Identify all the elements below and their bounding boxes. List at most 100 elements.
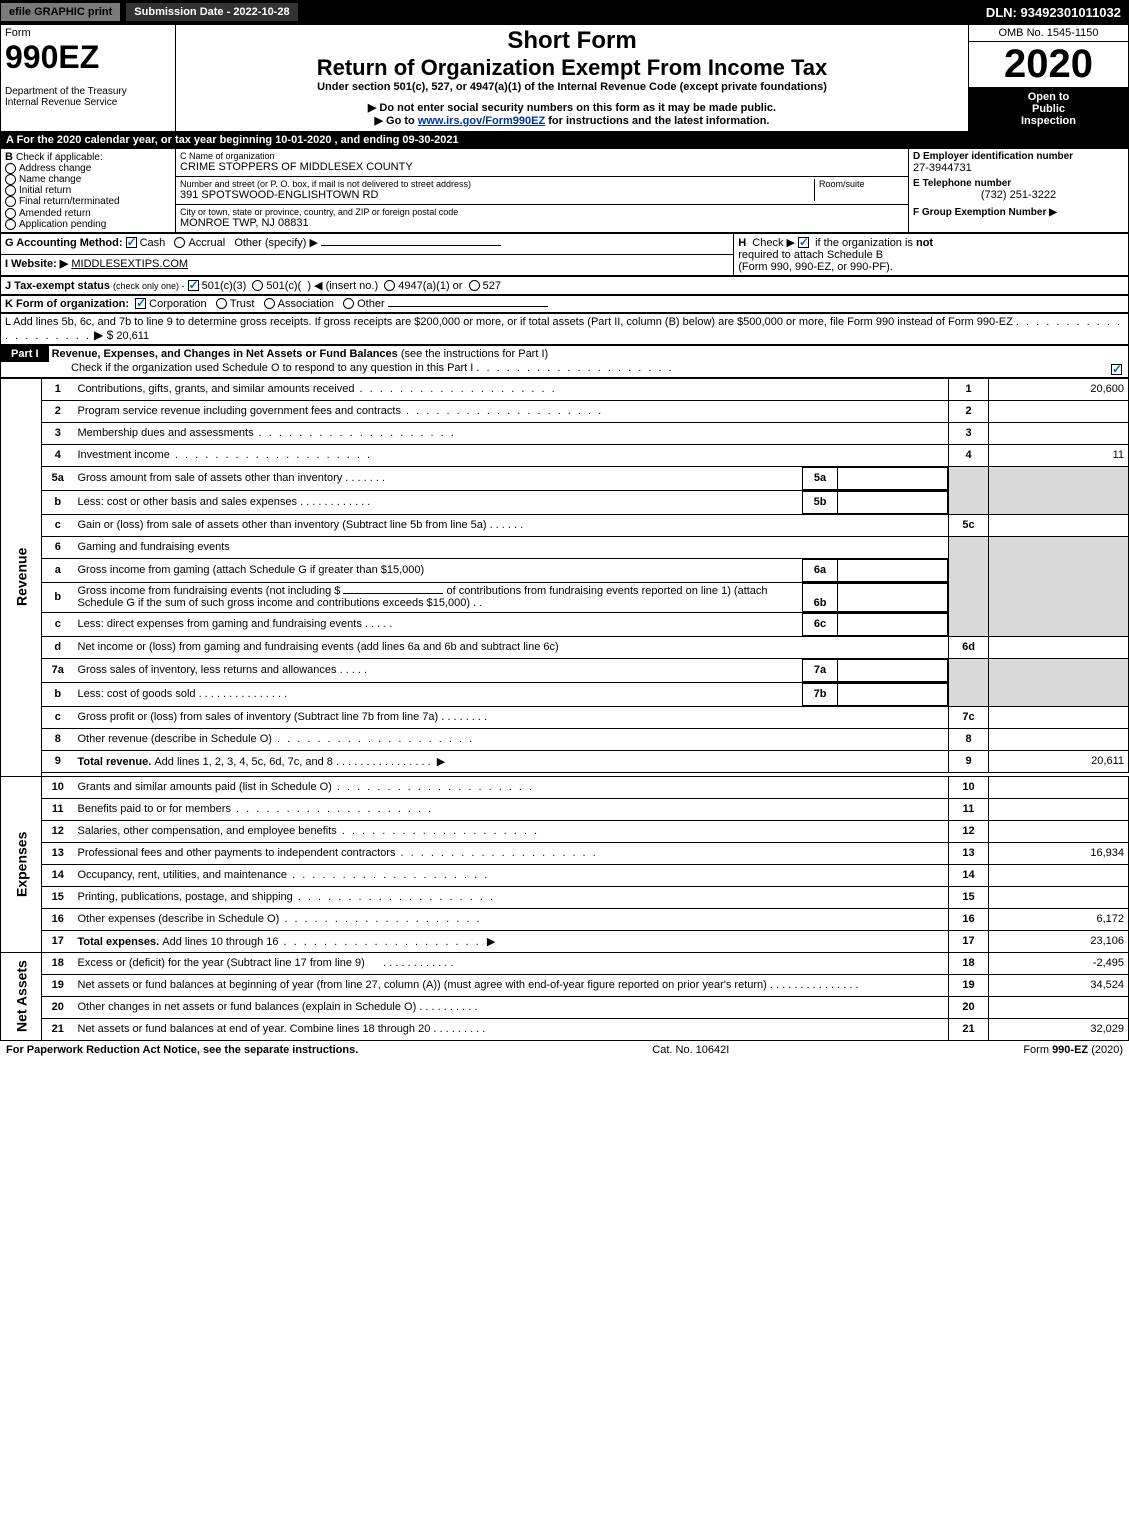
part1-title: Revenue, Expenses, and Changes in Net As… — [52, 348, 398, 360]
chk-initial-return[interactable] — [5, 185, 16, 196]
l-block: L Add lines 5b, 6c, and 7b to line 9 to … — [0, 313, 1129, 345]
l6d-n: d — [42, 636, 74, 658]
h-text2: if the organization is — [815, 237, 916, 249]
l9-d: Total revenue. — [78, 756, 155, 768]
line-a: A For the 2020 calendar year, or tax yea… — [0, 132, 1129, 148]
l6c-sub: 6c — [803, 613, 838, 635]
irs-link[interactable]: www.irs.gov/Form990EZ — [418, 115, 545, 127]
f-label: F Group Exemption Number ▶ — [913, 207, 1124, 218]
box-b-sub: Check if applicable: — [16, 152, 103, 163]
j-501c-pre: 501(c)( — [266, 280, 301, 292]
chk-cash[interactable] — [126, 237, 137, 248]
l4-ref: 4 — [949, 444, 989, 466]
l5b-v — [838, 491, 948, 513]
l1-ref: 1 — [949, 378, 989, 400]
chk-schedule-o[interactable] — [1111, 364, 1122, 375]
k-label: K Form of organization: — [5, 298, 129, 310]
chk-address-change[interactable] — [5, 163, 16, 174]
l11-ref: 11 — [949, 798, 989, 820]
chk-schedule-b[interactable] — [798, 237, 809, 248]
l16-dots — [279, 913, 481, 925]
l10-dots — [332, 781, 534, 793]
l8-n: 8 — [42, 728, 74, 750]
l5b-n: b — [42, 490, 74, 514]
l16-v: 6,172 — [989, 908, 1129, 930]
chk-trust[interactable] — [216, 298, 227, 309]
g-other-input[interactable] — [321, 245, 501, 246]
l1-dots — [354, 383, 556, 395]
l3-n: 3 — [42, 422, 74, 444]
l6b-d1: Gross income from fundraising events (no… — [78, 585, 341, 597]
chk-final-return[interactable] — [5, 196, 16, 207]
l2-ref: 2 — [949, 400, 989, 422]
l-value: 20,611 — [116, 330, 149, 342]
chk-corp[interactable] — [135, 298, 146, 309]
k-other-input[interactable] — [388, 306, 548, 307]
submission-date: Submission Date - 2022-10-28 — [125, 2, 298, 22]
j-label: J Tax-exempt status — [5, 280, 110, 292]
efile-button[interactable]: efile GRAPHIC print — [0, 2, 121, 22]
l21-n: 21 — [42, 1018, 74, 1040]
j-block: J Tax-exempt status (check only one) - 5… — [0, 276, 1129, 295]
chk-501c[interactable] — [252, 280, 263, 291]
l17-d: Total expenses. — [78, 936, 163, 948]
netassets-label: Net Assets — [1, 952, 42, 1040]
website[interactable]: MIDDLESEXTIPS.COM — [71, 258, 188, 270]
part1-check-line: Check if the organization used Schedule … — [1, 362, 473, 374]
chk-amended[interactable] — [5, 208, 16, 219]
l5-shade-ref — [949, 466, 989, 514]
l7b-sub: 7b — [803, 683, 838, 705]
l5a-n: 5a — [42, 466, 74, 490]
footer-right-pre: Form — [1023, 1044, 1052, 1056]
chk-app-pending[interactable] — [5, 219, 16, 230]
l16-ref: 16 — [949, 908, 989, 930]
l8-v — [989, 728, 1129, 750]
chk-527[interactable] — [469, 280, 480, 291]
l7a-sub: 7a — [803, 659, 838, 681]
h-label: H — [738, 237, 746, 249]
l1-v: 20,600 — [989, 378, 1129, 400]
l20-ref: 20 — [949, 996, 989, 1018]
l15-ref: 15 — [949, 886, 989, 908]
chk-accrual[interactable] — [174, 237, 185, 248]
chk-other-org[interactable] — [343, 298, 354, 309]
l5c-d: Gain or (loss) from sale of assets other… — [78, 519, 487, 531]
l7a-v — [838, 659, 948, 681]
l-arrow: ▶ $ — [94, 328, 113, 342]
chk-name-change[interactable] — [5, 174, 16, 185]
l14-ref: 14 — [949, 864, 989, 886]
j-501c3: 501(c)(3) — [202, 280, 247, 292]
opt-address-change: Address change — [19, 163, 91, 174]
c-addr-label: Number and street (or P. O. box, if mail… — [180, 179, 814, 189]
l14-n: 14 — [42, 864, 74, 886]
l1-d: Contributions, gifts, grants, and simila… — [78, 383, 355, 395]
footer-right-post: (2020) — [1088, 1044, 1123, 1056]
l13-n: 13 — [42, 842, 74, 864]
l5b-sub: 5b — [803, 491, 838, 513]
l6a-n: a — [42, 558, 74, 582]
l6d-d: Net income or (loss) from gaming and fun… — [78, 641, 559, 653]
open-inspection: Open to Public Inspection — [969, 87, 1128, 131]
l6b-n: b — [42, 582, 74, 612]
l6b-input[interactable] — [343, 593, 443, 594]
open1: Open to — [973, 91, 1124, 103]
l16-d: Other expenses (describe in Schedule O) — [78, 913, 280, 925]
chk-4947[interactable] — [384, 280, 395, 291]
l16-n: 16 — [42, 908, 74, 930]
h-text4: (Form 990, 990-EZ, or 990-PF). — [738, 261, 893, 273]
c-name-label: C Name of organization — [180, 151, 904, 161]
opt-final-return: Final return/terminated — [19, 197, 120, 208]
l7b-d: Less: cost of goods sold — [78, 688, 196, 700]
ssn-warning: ▶ Do not enter social security numbers o… — [180, 101, 964, 114]
chk-assoc[interactable] — [264, 298, 275, 309]
chk-501c3[interactable] — [188, 280, 199, 291]
l6-shade-ref — [949, 536, 989, 636]
k-corp: Corporation — [149, 298, 206, 310]
opt-amended: Amended return — [19, 208, 91, 219]
l7b-v — [838, 683, 948, 705]
l8-d: Other revenue (describe in Schedule O) — [78, 733, 272, 745]
l6-shade-val — [989, 536, 1129, 636]
l5c-v — [989, 514, 1129, 536]
l4-v: 11 — [989, 444, 1129, 466]
l21-v: 32,029 — [989, 1018, 1129, 1040]
